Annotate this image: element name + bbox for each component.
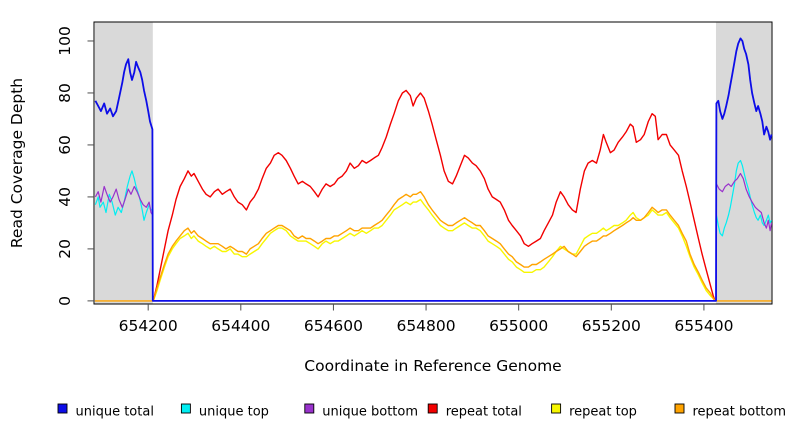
x-tick-label: 654800 [396, 317, 455, 335]
legend-swatch-unique-top [180, 403, 191, 414]
legend-label-unique-total: unique total [76, 405, 154, 420]
series-line-repeat-total [152, 89, 716, 302]
masked-region-masked-left [94, 22, 153, 304]
masked-region-masked-right [715, 22, 772, 304]
plot-area: 654200 654400 654600 654800 655000 655200 6554… [56, 21, 773, 335]
legend-label-unique-top: unique top [199, 405, 269, 420]
series-line-repeat-bottom [94, 190, 772, 302]
legend-swatch-repeat-top [551, 403, 562, 414]
series-line-unique-top [94, 170, 154, 301]
x-tick-label: 654400 [211, 317, 270, 335]
legend-swatch-unique-total [57, 403, 68, 414]
legend-swatch-repeat-total [427, 403, 438, 414]
series-line-unique-bottom [715, 172, 773, 301]
plot-box [93, 21, 773, 305]
y-tick-label: 60 [56, 135, 74, 155]
legend: unique total unique top unique bottom repea… [57, 403, 787, 420]
y-tick-label: 0 [56, 296, 74, 306]
y-tick-label: 40 [56, 187, 74, 207]
x-tick-label: 654600 [304, 317, 363, 335]
series-line-unique-total [94, 37, 773, 302]
legend-label-repeat-top: repeat top [569, 405, 637, 420]
x-tick-label: 655400 [674, 317, 733, 335]
series-line-repeat-top [152, 198, 716, 302]
series-line-unique-bottom [94, 185, 154, 301]
x-tick-label: 654200 [119, 317, 178, 335]
legend-label-unique-bottom: unique bottom [322, 405, 418, 420]
x-tick-label: 655200 [582, 317, 641, 335]
x-axis-title: Coordinate in Reference Genome [304, 357, 561, 375]
legend-label-repeat-total: repeat total [446, 405, 522, 420]
series-line-unique-top [715, 159, 773, 301]
legend-label-repeat-bottom: repeat bottom [693, 405, 787, 420]
y-tick-label: 20 [56, 239, 74, 259]
x-tick-label: 655000 [489, 317, 548, 335]
legend-swatch-repeat-bottom [674, 403, 685, 414]
y-tick-label: 80 [56, 83, 74, 103]
y-tick-label: 100 [56, 26, 74, 56]
y-axis-title: Read Coverage Depth [8, 78, 26, 248]
legend-swatch-unique-bottom [304, 403, 315, 414]
